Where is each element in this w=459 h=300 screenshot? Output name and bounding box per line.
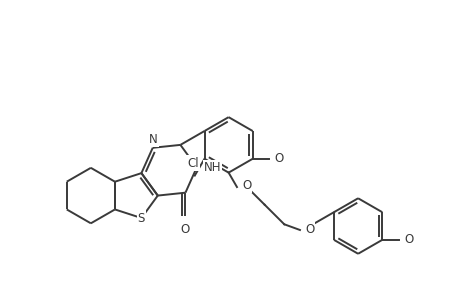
Text: S: S (137, 212, 145, 224)
Text: O: O (241, 178, 251, 192)
Text: O: O (403, 233, 412, 246)
Text: NH: NH (203, 161, 221, 174)
Text: N: N (149, 133, 158, 146)
Text: O: O (180, 223, 190, 236)
Text: Cl: Cl (186, 157, 198, 169)
Text: O: O (304, 224, 313, 236)
Text: O: O (274, 152, 283, 165)
